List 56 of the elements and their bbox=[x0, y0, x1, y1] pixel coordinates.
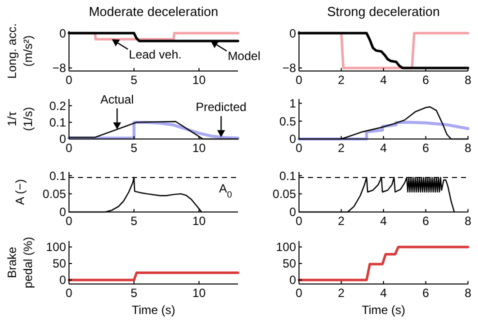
y-tick-label: 0.1 bbox=[49, 168, 66, 183]
y-tick-label: 0 bbox=[59, 26, 66, 40]
annotation: Actual bbox=[100, 92, 134, 106]
x-tick-label: 8 bbox=[464, 73, 472, 87]
y-tick-label: 0.1 bbox=[49, 116, 66, 130]
y-axis-title: A (−) bbox=[13, 179, 28, 205]
x-tick-label: 4 bbox=[380, 141, 388, 155]
x-tick-label: 2 bbox=[338, 73, 345, 87]
y-axis-title: Brake pedal (%) bbox=[5, 236, 36, 288]
y-axis-title: Long. acc. (m/s²) bbox=[5, 23, 36, 79]
x-tick-label: 2 bbox=[338, 214, 345, 228]
x-tick-label: 8 bbox=[464, 214, 472, 228]
x-tick-label: 5 bbox=[130, 286, 138, 300]
y-tick-label: −8 bbox=[282, 61, 296, 76]
x-tick-label: 8 bbox=[464, 141, 472, 155]
x-tick-label: 2 bbox=[338, 286, 345, 300]
y-tick-label: 1 bbox=[289, 96, 296, 110]
x-tick-label: 10 bbox=[192, 286, 206, 300]
y-tick-label: 0.05 bbox=[272, 187, 296, 202]
line-series bbox=[298, 246, 470, 282]
ref-line-label: A$_{0}$ bbox=[218, 181, 232, 200]
chart-title: Strong deceleration bbox=[327, 4, 440, 19]
y-tick-label: 100 bbox=[276, 240, 296, 254]
y-tick-label: 100 bbox=[46, 240, 66, 254]
x-axis-title: Time (s) bbox=[132, 303, 176, 317]
x-tick-label: 5 bbox=[130, 214, 138, 228]
y-tick-label: 50 bbox=[282, 256, 296, 271]
y-tick-label: 0 bbox=[289, 26, 296, 40]
y-tick-label: 0 bbox=[59, 273, 66, 288]
y-tick-label: 0.05 bbox=[42, 187, 66, 202]
y-tick-label: 0.1 bbox=[279, 168, 296, 183]
x-tick-label: 4 bbox=[380, 73, 388, 87]
x-tick-label: 2 bbox=[338, 141, 345, 155]
x-axis-title: Time (s) bbox=[362, 303, 406, 317]
x-tick-label: 6 bbox=[422, 141, 430, 155]
y-axis-title: 1/τ (1/s) bbox=[5, 106, 36, 131]
y-tick-label: 0.2 bbox=[49, 98, 66, 113]
x-tick-label: 6 bbox=[422, 286, 430, 300]
x-tick-label: 10 bbox=[192, 214, 206, 228]
y-tick-label: 50 bbox=[52, 256, 66, 271]
x-tick-label: 4 bbox=[380, 214, 388, 228]
x-tick-label: 10 bbox=[192, 141, 206, 155]
annotation: Model bbox=[228, 49, 260, 64]
x-tick-label: 8 bbox=[464, 286, 472, 300]
x-tick-label: 5 bbox=[130, 73, 138, 87]
x-tick-label: 6 bbox=[422, 214, 430, 228]
annotation: Predicted bbox=[196, 100, 246, 114]
x-tick-label: 10 bbox=[192, 73, 206, 87]
y-tick-label: 0.5 bbox=[279, 114, 296, 128]
y-tick-label: 0 bbox=[289, 273, 296, 288]
annotation: Lead veh. bbox=[128, 47, 182, 62]
y-tick-label: −8 bbox=[52, 61, 66, 76]
x-tick-label: 5 bbox=[130, 141, 138, 155]
chart-title: Moderate deceleration bbox=[88, 4, 218, 19]
x-tick-label: 4 bbox=[380, 286, 388, 300]
x-tick-label: 6 bbox=[422, 73, 430, 87]
